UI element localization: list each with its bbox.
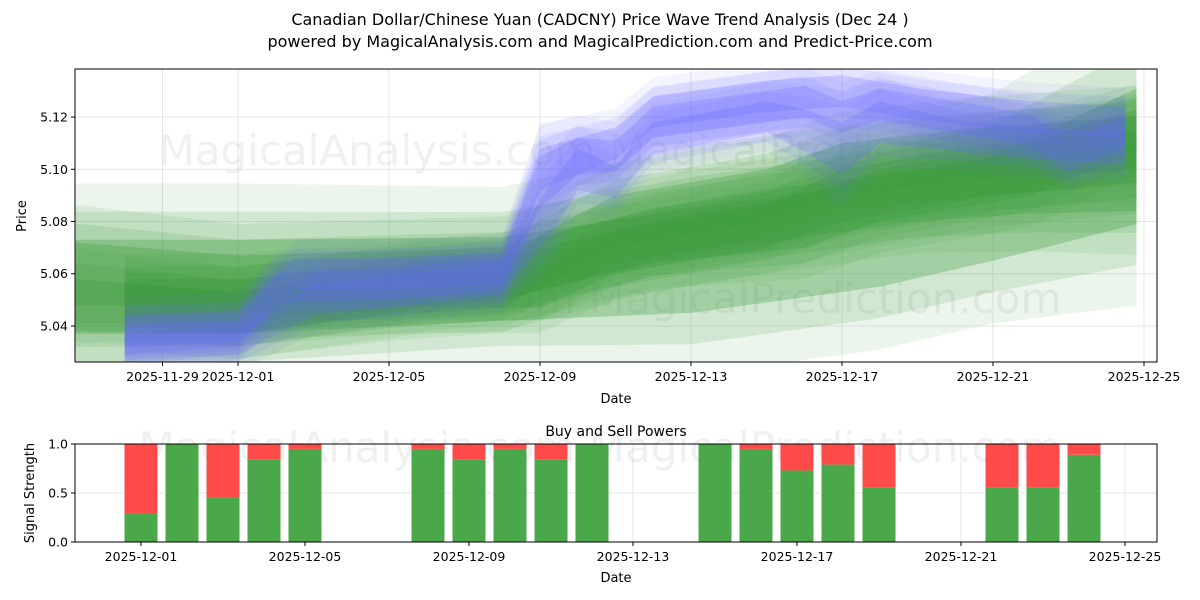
sell-bar <box>985 444 1019 488</box>
x-tick-label: 2025-12-17 <box>806 369 879 384</box>
sell-bar <box>206 444 240 498</box>
sell-bar <box>411 444 445 449</box>
buy-bar <box>1067 454 1101 542</box>
y-tick-label: 0.5 <box>48 486 68 501</box>
x-tick-label: 2025-12-09 <box>433 549 506 564</box>
y-axis-label: Price <box>15 200 30 232</box>
wave-green-3 <box>124 130 1137 334</box>
chart-subtitle: powered by MagicalAnalysis.com and Magic… <box>267 32 933 51</box>
wave-green-1 <box>75 69 1137 362</box>
buy-bar <box>985 487 1019 542</box>
buy-bar <box>165 444 199 542</box>
y-tick-label: 0.0 <box>48 535 68 550</box>
y-tick-label: 5.06 <box>40 266 68 281</box>
buy-bar <box>493 448 527 542</box>
x-axis-label: Date <box>600 392 631 407</box>
x-tick-label: 2025-12-13 <box>597 549 670 564</box>
x-tick-label: 2025-12-25 <box>1089 549 1162 564</box>
wave-blue-1 <box>124 76 1126 362</box>
wave-green-4 <box>124 84 1137 346</box>
wave-green-1 <box>75 88 1137 334</box>
wave-blue-3 <box>124 75 1126 347</box>
x-axis-label: Date <box>600 571 631 586</box>
wave-blue-2 <box>124 88 1126 362</box>
sell-bar <box>739 444 773 449</box>
subchart-title: Buy and Sell Powers <box>545 424 686 440</box>
buy-bar <box>739 448 773 542</box>
sell-bar <box>124 444 158 514</box>
buy-bar <box>247 459 281 542</box>
x-tick-label: 2025-12-01 <box>105 549 178 564</box>
wave-green-3 <box>124 98 1137 359</box>
watermark: MagicalAnalysis.com MagicalPrediction.co… <box>139 274 1062 323</box>
buy-bar <box>206 497 240 542</box>
y-tick-label: 5.08 <box>40 214 68 229</box>
sell-bar <box>534 444 568 460</box>
wave-green-2 <box>75 101 1137 347</box>
buy-bar <box>780 470 814 542</box>
y-tick-label: 5.10 <box>40 162 68 177</box>
x-tick-label: 2025-11-29 <box>126 369 199 384</box>
buy-bar <box>575 444 609 542</box>
sell-bar <box>247 444 281 460</box>
x-tick-label: 2025-12-21 <box>925 549 998 564</box>
buy-bar <box>288 448 322 542</box>
x-tick-label: 2025-12-01 <box>202 369 275 384</box>
chart-title: Canadian Dollar/Chinese Yuan (CADCNY) Pr… <box>291 10 909 29</box>
sell-bar <box>780 444 814 471</box>
y-tick-label: 5.12 <box>40 110 68 125</box>
x-tick-label: 2025-12-21 <box>957 369 1030 384</box>
wave-blue-1 <box>124 69 1126 362</box>
wave-green-5 <box>75 116 1137 324</box>
wave-green-4 <box>124 109 1137 321</box>
wave-green-2 <box>75 85 1137 362</box>
sell-bar <box>1067 444 1101 455</box>
wave-blue-3 <box>124 69 1126 357</box>
x-tick-label: 2025-12-05 <box>353 369 426 384</box>
buy-bar <box>698 444 732 542</box>
sell-bar <box>821 444 855 465</box>
wave-green-5 <box>75 137 1137 308</box>
watermark: MagicalAnalysis.com MagicalPrediction.co… <box>159 126 1082 175</box>
plot-frame <box>74 68 1158 363</box>
x-tick-label: 2025-12-05 <box>269 549 342 564</box>
x-tick-label: 2025-12-13 <box>655 369 728 384</box>
buy-bar <box>411 448 445 542</box>
sell-bar <box>288 444 322 449</box>
wave-green-5 <box>75 94 1137 343</box>
buy-bar <box>862 487 896 542</box>
wave-blue-3 <box>124 69 1126 362</box>
wave-green-2 <box>75 117 1137 334</box>
sell-bar <box>862 444 896 488</box>
sell-bar <box>452 444 486 460</box>
sell-bar <box>1026 444 1060 488</box>
y-axis-label: Signal Strength <box>23 443 38 543</box>
wave-green-1 <box>75 69 1137 362</box>
buy-bar <box>534 459 568 542</box>
y-tick-label: 1.0 <box>48 437 68 452</box>
x-tick-label: 2025-12-09 <box>504 369 577 384</box>
sell-bar <box>493 444 527 449</box>
bands <box>75 69 1137 362</box>
wave-green-3 <box>124 114 1137 347</box>
x-tick-label: 2025-12-25 <box>1108 369 1181 384</box>
x-tick-label: 2025-12-17 <box>761 549 834 564</box>
buy-bar <box>124 513 158 542</box>
y-tick-label: 5.04 <box>40 318 68 333</box>
buy-bar <box>821 464 855 542</box>
wave-blue-1 <box>124 85 1126 355</box>
buy-bar <box>1026 487 1060 542</box>
wave-blue-2 <box>124 101 1126 360</box>
wave-green-4 <box>124 96 1137 334</box>
wave-blue-2 <box>124 76 1126 362</box>
buy-bar <box>452 459 486 542</box>
